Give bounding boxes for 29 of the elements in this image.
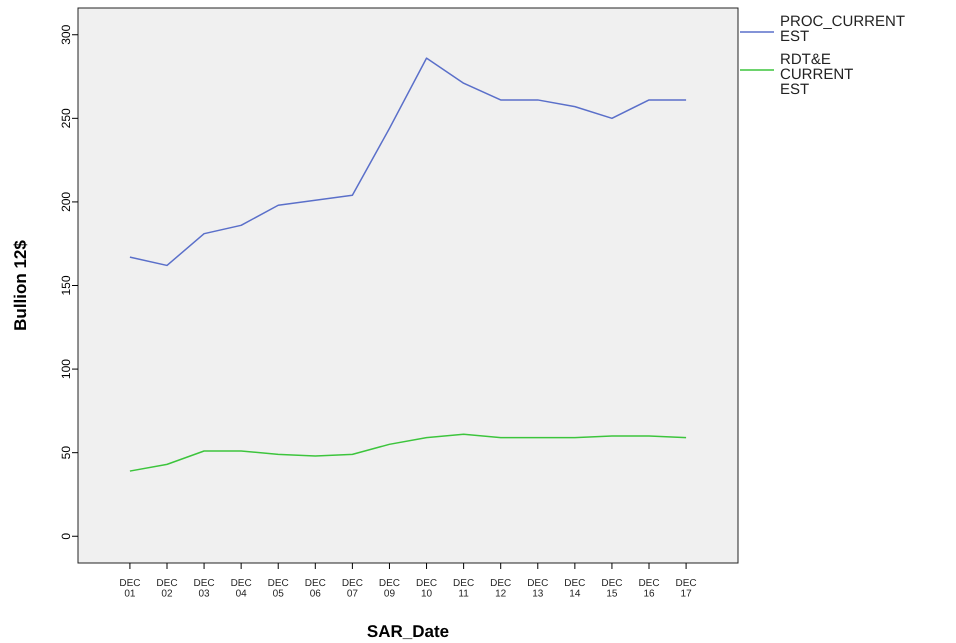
x-tick-label: DEC 01 xyxy=(119,578,140,600)
line-series xyxy=(129,434,687,472)
y-tick-label: 50 xyxy=(59,446,74,460)
x-tick-label: DEC 10 xyxy=(416,578,438,600)
legend-label: RDT&E CURRENT EST xyxy=(780,51,854,98)
x-tick-label: DEC 14 xyxy=(564,578,586,600)
x-tick-label: DEC 17 xyxy=(676,578,697,600)
y-tick-label: 0 xyxy=(59,532,74,540)
y-tick-label: 100 xyxy=(59,358,74,380)
y-tick-label: 150 xyxy=(59,275,74,296)
x-tick-label: DEC 02 xyxy=(156,578,178,600)
x-tick-label: DEC 04 xyxy=(230,578,252,600)
x-tick-label: DEC 06 xyxy=(304,578,326,600)
x-tick-label: DEC 12 xyxy=(490,578,512,600)
y-tick-label: 200 xyxy=(59,192,74,212)
x-tick-label: DEC 05 xyxy=(268,578,289,600)
x-tick-label: DEC 03 xyxy=(194,578,215,600)
y-tick-label: 300 xyxy=(59,24,74,45)
x-tick-label: DEC 15 xyxy=(601,578,622,600)
x-tick-label: DEC 07 xyxy=(342,578,363,600)
line-series xyxy=(129,57,687,266)
x-tick-label: DEC 11 xyxy=(453,578,474,600)
x-axis-title: SAR_Date xyxy=(366,622,450,641)
x-tick-label: DEC 16 xyxy=(638,578,660,600)
x-tick-label: DEC 13 xyxy=(527,578,548,600)
legend-label: PROC_CURRENT EST xyxy=(780,13,906,45)
x-tick-label: DEC 09 xyxy=(378,578,400,600)
y-axis-title: Bullion 12$ xyxy=(11,240,30,331)
y-tick-label: 250 xyxy=(59,108,74,128)
